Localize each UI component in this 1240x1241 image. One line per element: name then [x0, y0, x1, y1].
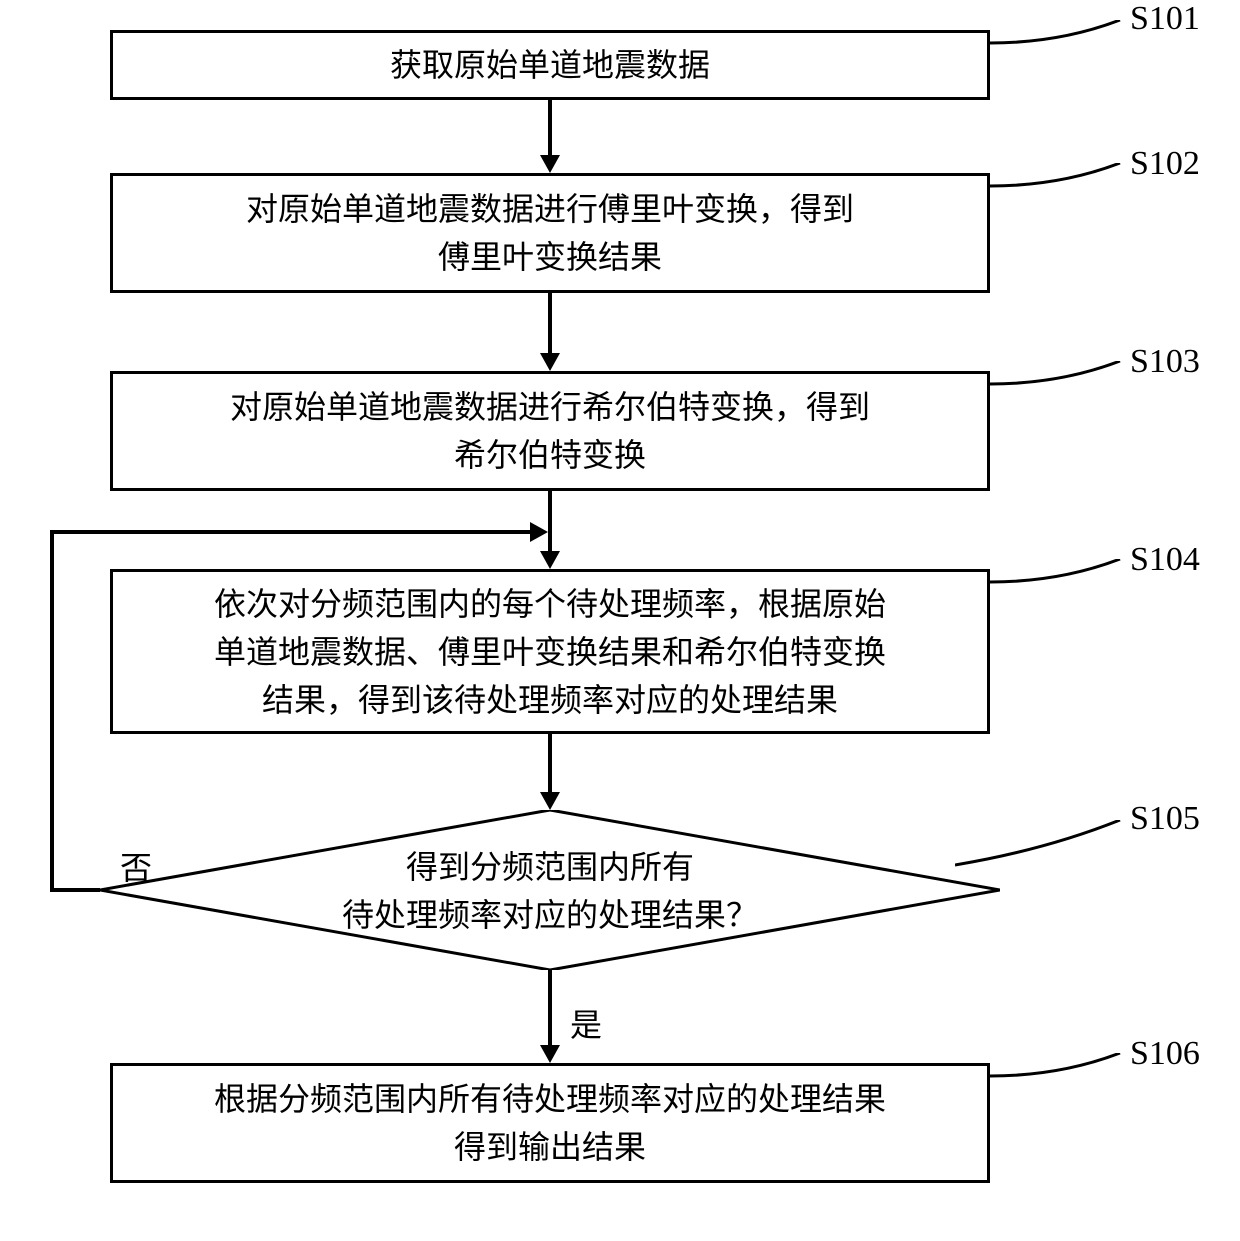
s103-connector: [990, 361, 1130, 401]
s106-label: S106: [1130, 1035, 1200, 1073]
s105-connector: [955, 820, 1130, 870]
s104-text-3: 结果，得到该待处理频率对应的处理结果: [214, 676, 886, 724]
yes-line: [548, 970, 552, 1045]
process-s104: 依次对分频范围内的每个待处理频率，根据原始 单道地震数据、傅里叶变换结果和希尔伯…: [110, 569, 990, 734]
s104-text-2: 单道地震数据、傅里叶变换结果和希尔伯特变换: [214, 628, 886, 676]
s102-label: S102: [1130, 145, 1200, 183]
s103-text-1: 对原始单道地震数据进行希尔伯特变换，得到: [230, 383, 870, 431]
yes-arrowhead: [540, 1045, 560, 1063]
process-s106: 根据分频范围内所有待处理频率对应的处理结果 得到输出结果: [110, 1063, 990, 1183]
s102-text-1: 对原始单道地震数据进行傅里叶变换，得到: [246, 185, 854, 233]
s105-textbox: 得到分频范围内所有 待处理频率对应的处理结果？: [100, 843, 1000, 939]
s101-connector: [990, 20, 1130, 60]
s104-connector: [990, 559, 1130, 599]
s106-text-2: 得到输出结果: [214, 1123, 886, 1171]
arrowhead-s103-s104: [540, 551, 560, 569]
arrowhead-s101-s102: [540, 155, 560, 173]
s104-label: S104: [1130, 541, 1200, 579]
arrow-s102-s103: [548, 293, 552, 353]
no-line-horiz-2: [50, 530, 532, 534]
no-line-horiz: [50, 888, 100, 892]
no-label: 否: [120, 843, 152, 889]
arrowhead-s102-s103: [540, 353, 560, 371]
no-line-vert: [50, 530, 54, 892]
s105-label: S105: [1130, 800, 1200, 838]
yes-label: 是: [570, 1000, 602, 1046]
process-s101: 获取原始单道地震数据: [110, 30, 990, 100]
arrowhead-s104-s105: [540, 792, 560, 810]
arrow-s103-s104: [548, 491, 552, 551]
s102-connector: [990, 163, 1130, 203]
s105-text-2: 待处理频率对应的处理结果？: [100, 891, 1000, 939]
process-s103: 对原始单道地震数据进行希尔伯特变换，得到 希尔伯特变换: [110, 371, 990, 491]
arrow-s101-s102: [548, 100, 552, 155]
s106-connector: [990, 1053, 1130, 1093]
s101-label: S101: [1130, 0, 1200, 38]
arrow-s104-s105: [548, 734, 552, 792]
no-arrowhead: [530, 522, 548, 542]
s101-text: 获取原始单道地震数据: [390, 41, 710, 89]
process-s102: 对原始单道地震数据进行傅里叶变换，得到 傅里叶变换结果: [110, 173, 990, 293]
s106-text-1: 根据分频范围内所有待处理频率对应的处理结果: [214, 1075, 886, 1123]
s104-text-1: 依次对分频范围内的每个待处理频率，根据原始: [214, 580, 886, 628]
s105-text-1: 得到分频范围内所有: [100, 843, 1000, 891]
s103-label: S103: [1130, 343, 1200, 381]
flowchart-container: 获取原始单道地震数据 S101 对原始单道地震数据进行傅里叶变换，得到 傅里叶变…: [0, 0, 1240, 1241]
s103-text-2: 希尔伯特变换: [230, 431, 870, 479]
s102-text-2: 傅里叶变换结果: [246, 233, 854, 281]
